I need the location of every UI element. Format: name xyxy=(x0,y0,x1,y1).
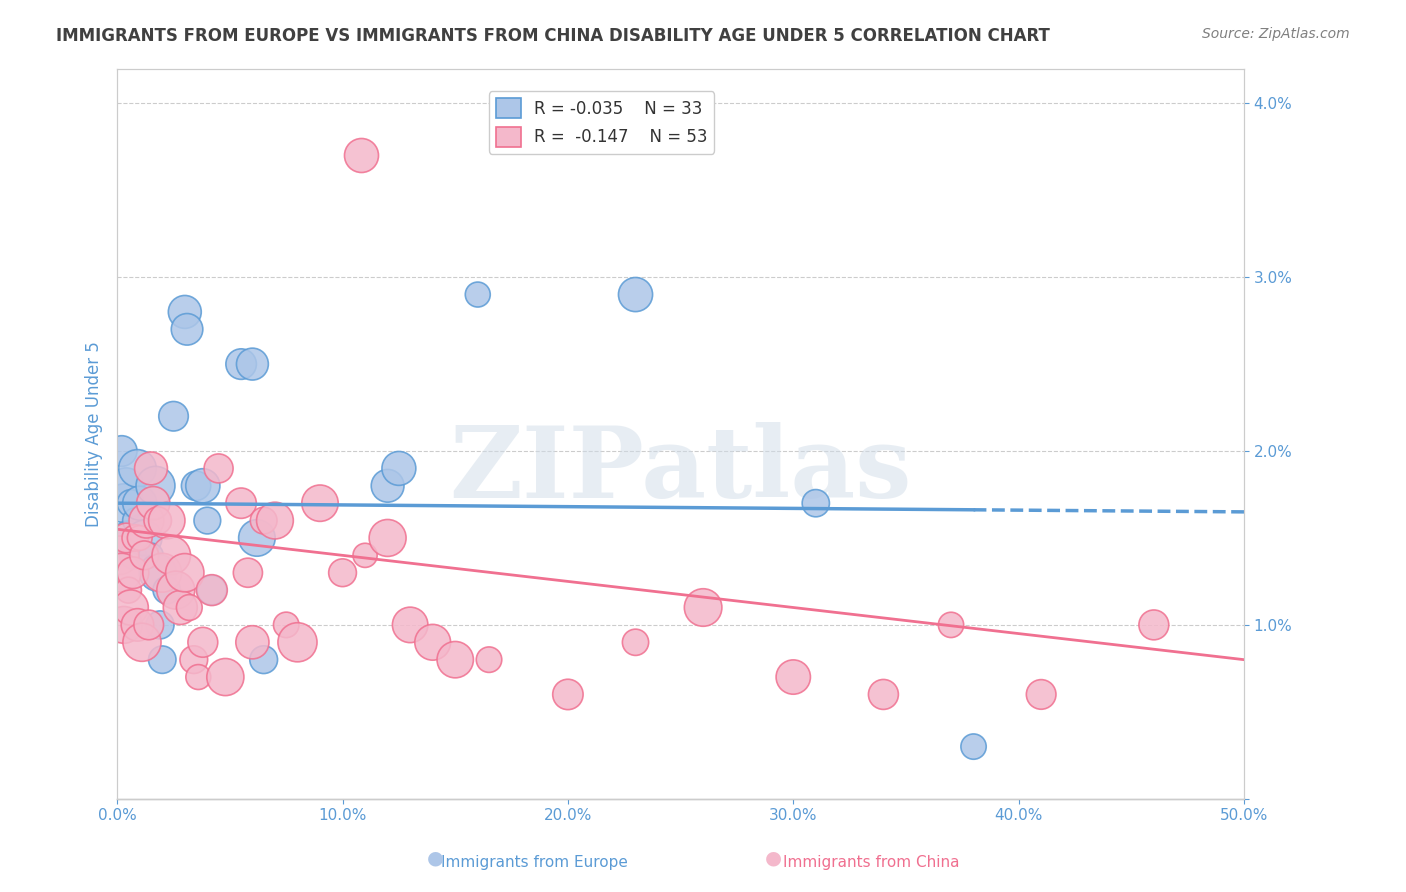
Point xyxy=(120,496,142,510)
Point xyxy=(231,357,253,371)
Point xyxy=(236,566,259,580)
Point xyxy=(183,653,205,667)
Point xyxy=(124,531,146,545)
Point xyxy=(692,600,714,615)
Text: ZIPatlas: ZIPatlas xyxy=(450,422,912,518)
Point xyxy=(388,461,411,475)
Point xyxy=(287,635,309,649)
Point xyxy=(187,670,209,684)
Point xyxy=(128,531,150,545)
Point xyxy=(191,635,214,649)
Point xyxy=(201,583,224,598)
Text: ●: ● xyxy=(427,848,444,867)
Point xyxy=(150,653,173,667)
Text: Immigrants from China: Immigrants from China xyxy=(783,855,960,870)
Point xyxy=(253,653,276,667)
Text: Source: ZipAtlas.com: Source: ZipAtlas.com xyxy=(1202,27,1350,41)
Point xyxy=(134,531,156,545)
Point xyxy=(165,583,187,598)
Point xyxy=(139,461,162,475)
Point xyxy=(115,479,138,493)
Point xyxy=(962,739,984,754)
Point xyxy=(242,635,264,649)
Point xyxy=(276,618,298,632)
Point xyxy=(139,549,162,563)
Point xyxy=(117,583,139,598)
Point xyxy=(173,305,195,319)
Point xyxy=(332,566,354,580)
Point xyxy=(127,461,149,475)
Point xyxy=(160,549,183,563)
Point xyxy=(184,479,207,493)
Point xyxy=(135,514,157,528)
Point xyxy=(804,496,827,510)
Point xyxy=(145,479,167,493)
Point xyxy=(624,635,647,649)
Legend: R = -0.035    N = 33, R =  -0.147    N = 53: R = -0.035 N = 33, R = -0.147 N = 53 xyxy=(489,92,714,153)
Point xyxy=(122,566,145,580)
Point xyxy=(264,514,287,528)
Point xyxy=(108,549,131,563)
Point xyxy=(112,496,135,510)
Text: ●: ● xyxy=(765,848,782,867)
Point xyxy=(146,566,169,580)
Point xyxy=(1143,618,1166,632)
Point xyxy=(231,496,253,510)
Point xyxy=(134,549,156,563)
Point xyxy=(112,618,135,632)
Y-axis label: Disability Age Under 5: Disability Age Under 5 xyxy=(86,341,103,526)
Point xyxy=(399,618,422,632)
Point xyxy=(242,357,264,371)
Point xyxy=(195,514,218,528)
Point xyxy=(782,670,804,684)
Point xyxy=(478,653,501,667)
Point xyxy=(117,531,139,545)
Point xyxy=(349,148,371,162)
Point xyxy=(142,496,165,510)
Point xyxy=(120,600,142,615)
Point xyxy=(169,600,191,615)
Point xyxy=(253,514,276,528)
Point xyxy=(377,479,399,493)
Point xyxy=(1031,688,1053,702)
Point xyxy=(214,670,236,684)
Point xyxy=(128,496,150,510)
Point xyxy=(201,583,224,598)
Point xyxy=(444,653,467,667)
Point xyxy=(149,618,172,632)
Point xyxy=(624,287,647,301)
Point xyxy=(127,618,149,632)
Point xyxy=(115,531,138,545)
Point xyxy=(939,618,962,632)
Text: Immigrants from Europe: Immigrants from Europe xyxy=(441,855,627,870)
Point xyxy=(467,287,489,301)
Point xyxy=(146,514,169,528)
Point xyxy=(557,688,579,702)
Point xyxy=(111,444,134,458)
Point xyxy=(309,496,332,510)
Point xyxy=(872,688,894,702)
Point xyxy=(179,600,201,615)
Point xyxy=(191,479,214,493)
Point xyxy=(246,531,269,545)
Point xyxy=(124,514,146,528)
Point xyxy=(111,566,134,580)
Point xyxy=(354,549,377,563)
Point xyxy=(150,566,173,580)
Point xyxy=(422,635,444,649)
Point xyxy=(131,635,153,649)
Point xyxy=(156,583,179,598)
Text: IMMIGRANTS FROM EUROPE VS IMMIGRANTS FROM CHINA DISABILITY AGE UNDER 5 CORRELATI: IMMIGRANTS FROM EUROPE VS IMMIGRANTS FRO… xyxy=(56,27,1050,45)
Point xyxy=(156,514,179,528)
Point xyxy=(162,409,184,424)
Point xyxy=(176,322,198,336)
Point xyxy=(138,618,160,632)
Point xyxy=(207,461,229,475)
Point xyxy=(122,549,145,563)
Point xyxy=(377,531,399,545)
Point xyxy=(173,566,195,580)
